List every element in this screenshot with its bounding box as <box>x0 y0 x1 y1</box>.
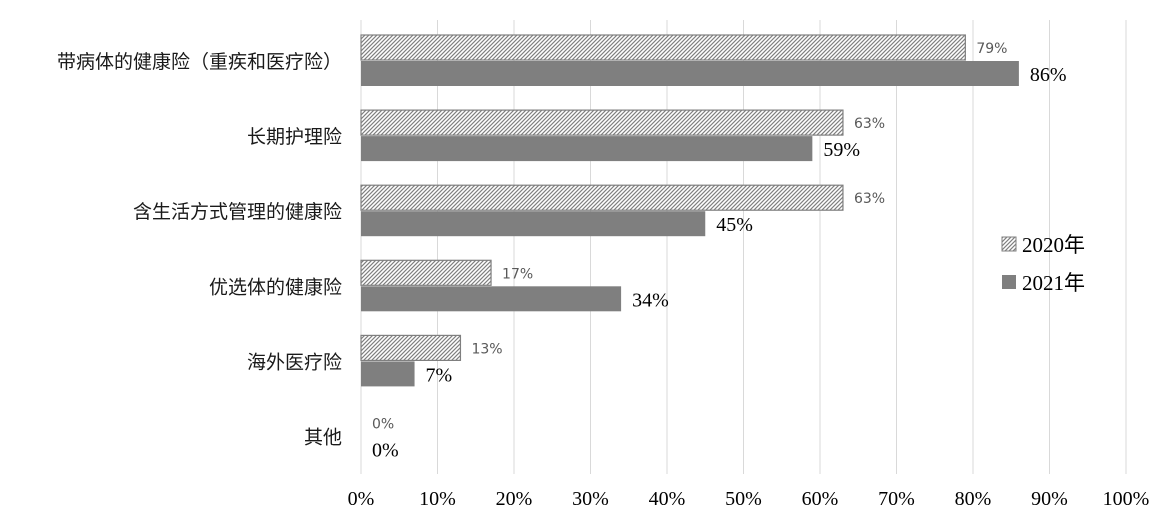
legend: 2020年 2021年 <box>1001 233 1085 295</box>
category-label: 含生活方式管理的健康险 <box>133 201 342 223</box>
data-label-2020: 17% <box>502 266 533 282</box>
bar-2021 <box>361 211 706 237</box>
x-axis-ticks: 0% 10% 20% 30% 40% 50% 60% 70% 80% 90% 100% <box>348 488 1150 510</box>
data-label-2021: 59% <box>823 139 860 161</box>
data-label-2020: 79% <box>976 41 1007 57</box>
category-label: 海外医疗险 <box>247 351 342 373</box>
data-label-2020: 63% <box>854 191 885 207</box>
x-tick-label: 40% <box>649 488 686 510</box>
legend-swatch-2020 <box>1001 236 1017 252</box>
data-label-2020: 0% <box>372 417 394 433</box>
data-label-2021: 86% <box>1030 64 1067 86</box>
bar-2021 <box>361 361 415 387</box>
category-labels: 带病体的健康险（重疾和医疗险） 长期护理险含生活方式管理的健康险优选体的健康险海外… <box>57 51 342 449</box>
legend-label-2021: 2021年 <box>1022 271 1085 295</box>
data-label-2021: 34% <box>632 289 669 311</box>
bar-2021 <box>361 286 622 312</box>
category-label: 长期护理险 <box>247 126 342 148</box>
bar-2020 <box>360 259 492 286</box>
x-tick-label: 100% <box>1103 488 1150 510</box>
category-label: 其他 <box>304 427 342 449</box>
bar-2020 <box>360 109 844 136</box>
bar-2021 <box>361 136 813 162</box>
data-label-2020: 13% <box>471 341 502 357</box>
x-tick-label: 20% <box>496 488 533 510</box>
category-label: 优选体的健康险 <box>209 276 342 298</box>
x-tick-label: 50% <box>725 488 762 510</box>
x-tick-label: 90% <box>1031 488 1068 510</box>
data-label-2021: 45% <box>716 214 753 236</box>
legend-label-2020: 2020年 <box>1022 233 1085 257</box>
bar-2021 <box>361 61 1019 86</box>
data-label-2021: 0% <box>372 440 399 462</box>
bar-2020 <box>360 334 462 361</box>
x-tick-label: 10% <box>419 488 456 510</box>
x-tick-label: 30% <box>572 488 609 510</box>
x-tick-label: 0% <box>348 488 375 510</box>
x-tick-label: 70% <box>878 488 915 510</box>
bars: 79% 86% 63% 59% 63% 45% 17% 34% 13% 7% 0% 0% <box>360 34 1067 462</box>
bar-2020 <box>360 184 844 211</box>
x-tick-label: 60% <box>802 488 839 510</box>
category-label: 带病体的健康险（重疾和医疗险） <box>57 51 342 73</box>
data-label-2020: 63% <box>854 116 885 132</box>
bar-2020 <box>360 34 966 61</box>
gridlines <box>360 20 1127 474</box>
legend-swatch-2021 <box>1002 275 1016 289</box>
x-tick-label: 80% <box>955 488 992 510</box>
data-label-2021: 7% <box>426 364 453 386</box>
